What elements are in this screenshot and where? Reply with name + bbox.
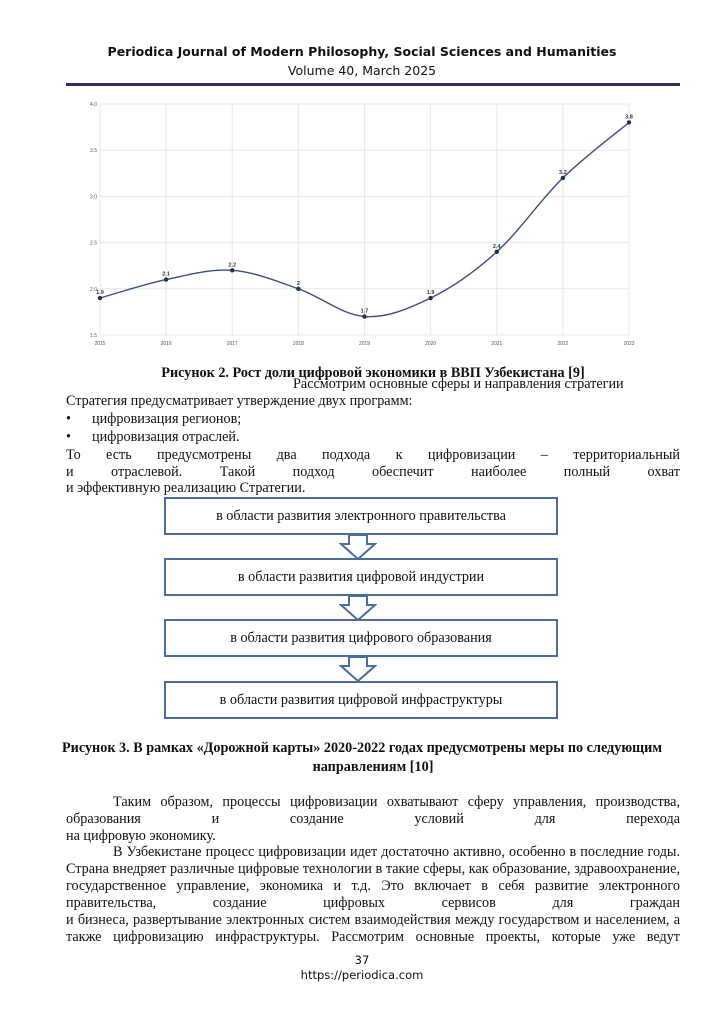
paragraph-line: Таким образом, процессы цифровизации охв… xyxy=(113,794,680,810)
paragraph-line: и эффективную реализацию Стратегии. xyxy=(66,480,306,496)
bullet-icon: • xyxy=(66,411,71,427)
paragraph-line: правительства, создание цифровых сервисо… xyxy=(66,895,680,911)
data-point xyxy=(97,295,103,301)
flow-box-digital-industry: в области развития цифровой индустрии xyxy=(164,558,558,596)
x-tick-label: 2021 xyxy=(491,341,502,347)
y-tick-label: 1.5 xyxy=(90,333,97,339)
bullet-text: цифровизация регионов; xyxy=(92,411,242,427)
data-point xyxy=(626,120,632,125)
bullet-item: • цифровизация регионов; xyxy=(66,411,680,428)
paragraph-line: и отраслевой. Такой подход обеспечит наи… xyxy=(66,464,680,480)
paragraph-line: Страна внедряет различные цифровые техно… xyxy=(66,861,680,877)
y-tick-label: 4.0 xyxy=(90,102,97,108)
x-tick-label: 2020 xyxy=(425,341,436,347)
paragraph-line: на цифровую экономику. xyxy=(66,828,216,844)
bullet-text: цифровизация отраслей. xyxy=(92,429,240,445)
x-tick-label: 2022 xyxy=(557,341,568,347)
bullet-item: • цифровизация отраслей. xyxy=(66,429,680,446)
data-label: 3.2 xyxy=(559,170,567,176)
figure-3-caption-line2: направлениям [10] xyxy=(312,759,434,775)
data-point xyxy=(230,268,235,273)
flow-box-e-government: в области развития электронного правител… xyxy=(164,497,558,535)
y-tick-label: 2.5 xyxy=(90,241,97,247)
data-label: 1.9 xyxy=(427,290,435,296)
footer-url[interactable]: https://periodica.com xyxy=(300,968,424,982)
header-rule xyxy=(66,83,680,86)
paragraph-line: В Узбекистане процесс цифровизации идет … xyxy=(113,844,680,860)
journal-title: Periodica Journal of Modern Philosophy, … xyxy=(107,44,617,59)
data-label: 2.4 xyxy=(493,244,502,250)
data-point xyxy=(428,295,433,301)
line-chart: 1.5 2.0 2.5 3.0 3.5 4.0 2015 2016 2017 2018 2019 20… xyxy=(90,102,635,347)
figure-2-caption: Рисунок 2. Рост доли цифровой экономики … xyxy=(161,365,585,381)
flow-box-digital-infrastructure: в области развития цифровой инфраструкту… xyxy=(164,681,558,719)
x-tick-label: 2018 xyxy=(293,341,304,347)
data-label: 2.1 xyxy=(162,272,170,278)
x-tick-label: 2015 xyxy=(94,341,105,347)
x-tick-label: 2019 xyxy=(359,341,370,347)
data-point xyxy=(163,277,169,282)
data-label: 2 xyxy=(297,281,300,287)
down-arrow-icon xyxy=(339,657,377,682)
paragraph-line: образования и создание условий для перех… xyxy=(66,811,680,827)
data-label: 1.9 xyxy=(96,290,104,296)
down-arrow-icon xyxy=(339,596,377,621)
data-point xyxy=(296,286,301,291)
down-arrow-icon xyxy=(339,535,377,560)
data-label: 2.2 xyxy=(228,262,236,268)
bullet-icon: • xyxy=(66,429,71,445)
journal-volume: Volume 40, March 2025 xyxy=(287,63,437,78)
paragraph-line: также цифровизацию инфраструктуры. Рассм… xyxy=(66,929,680,945)
data-label: 3.8 xyxy=(625,114,633,120)
page-number: 37 xyxy=(354,953,370,967)
paragraph-line: государственное управление, экономика и … xyxy=(66,878,680,894)
x-tick-label: 2016 xyxy=(161,341,172,347)
y-tick-label: 3.5 xyxy=(90,148,97,154)
data-point xyxy=(362,314,367,319)
x-tick-label: 2023 xyxy=(623,341,634,347)
y-tick-label: 2.0 xyxy=(90,287,97,293)
y-tick-label: 3.0 xyxy=(90,194,97,200)
figure-3-caption: Рисунок 3. В рамках «Дорожной карты» 202… xyxy=(62,740,662,756)
data-label: 1.7 xyxy=(361,309,369,315)
data-point xyxy=(560,175,566,181)
data-point xyxy=(494,249,499,255)
strategy-text: Стратегия предусматривает утверждение дв… xyxy=(66,393,413,409)
paragraph-line: То есть предусмотрены два подхода к цифр… xyxy=(66,447,680,463)
flow-box-digital-education: в области развития цифрового образования xyxy=(164,619,558,657)
series-line xyxy=(99,121,630,318)
intro-text: Рассмотрим основные сферы и направления … xyxy=(293,376,624,392)
paragraph-line: и бизнеса, развертывание электронных сис… xyxy=(66,912,680,928)
x-tick-label: 2017 xyxy=(227,341,238,347)
